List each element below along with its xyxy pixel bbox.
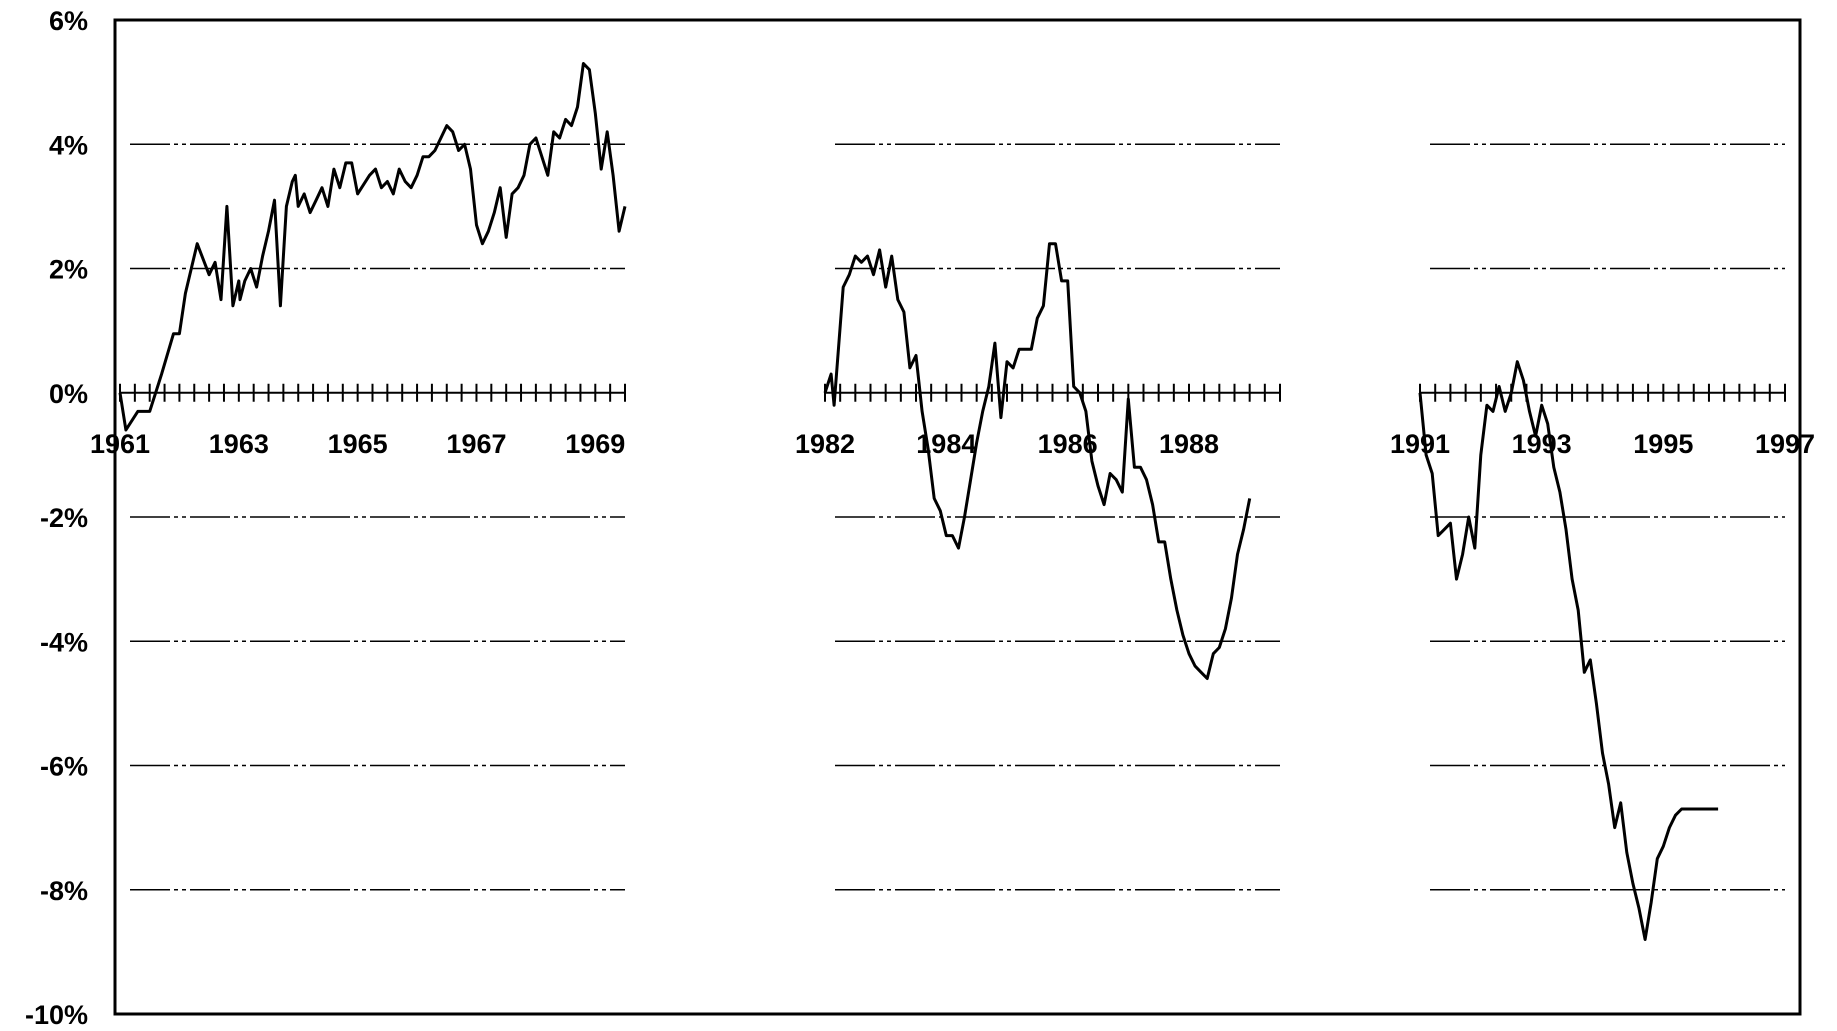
y-tick-label: 2%	[49, 255, 88, 285]
x-tick-label: 1997	[1755, 429, 1815, 459]
series-line	[823, 242, 1252, 680]
x-tick-label: 1995	[1633, 429, 1693, 459]
gridlines	[130, 143, 1785, 891]
y-tick-label: -8%	[40, 876, 88, 906]
y-axis-labels: 6% 4% 2% 0% -2% -4% -6% -8% -10%	[25, 6, 88, 1030]
y-tick-label: 4%	[49, 130, 88, 160]
x-tick-label: 1991	[1390, 429, 1450, 459]
x-tick-label: 1969	[565, 429, 625, 459]
y-tick-label: 6%	[49, 6, 88, 36]
x-tick-label: 1963	[209, 429, 269, 459]
y-tick-label: -2%	[40, 503, 88, 533]
series-line	[1418, 360, 1719, 941]
zero-axes	[119, 383, 1786, 402]
series-line	[118, 62, 627, 432]
plot-frame	[113, 18, 1802, 1016]
y-tick-label: -4%	[40, 627, 88, 657]
x-tick-label: 1965	[328, 429, 388, 459]
x-tick-label: 1982	[795, 429, 855, 459]
y-tick-label: -10%	[25, 1000, 88, 1030]
x-tick-label: 1993	[1512, 429, 1572, 459]
x-tick-label: 1988	[1159, 429, 1219, 459]
x-tick-label: 1961	[90, 429, 150, 459]
x-tick-label: 1967	[446, 429, 506, 459]
series-lines	[118, 62, 1719, 941]
x-axis-labels: 1961 1963 1965 1967 1969 1982 1984 1986 1988 1991…	[90, 429, 1815, 459]
y-tick-label: -6%	[40, 752, 88, 782]
y-tick-label: 0%	[49, 379, 88, 409]
